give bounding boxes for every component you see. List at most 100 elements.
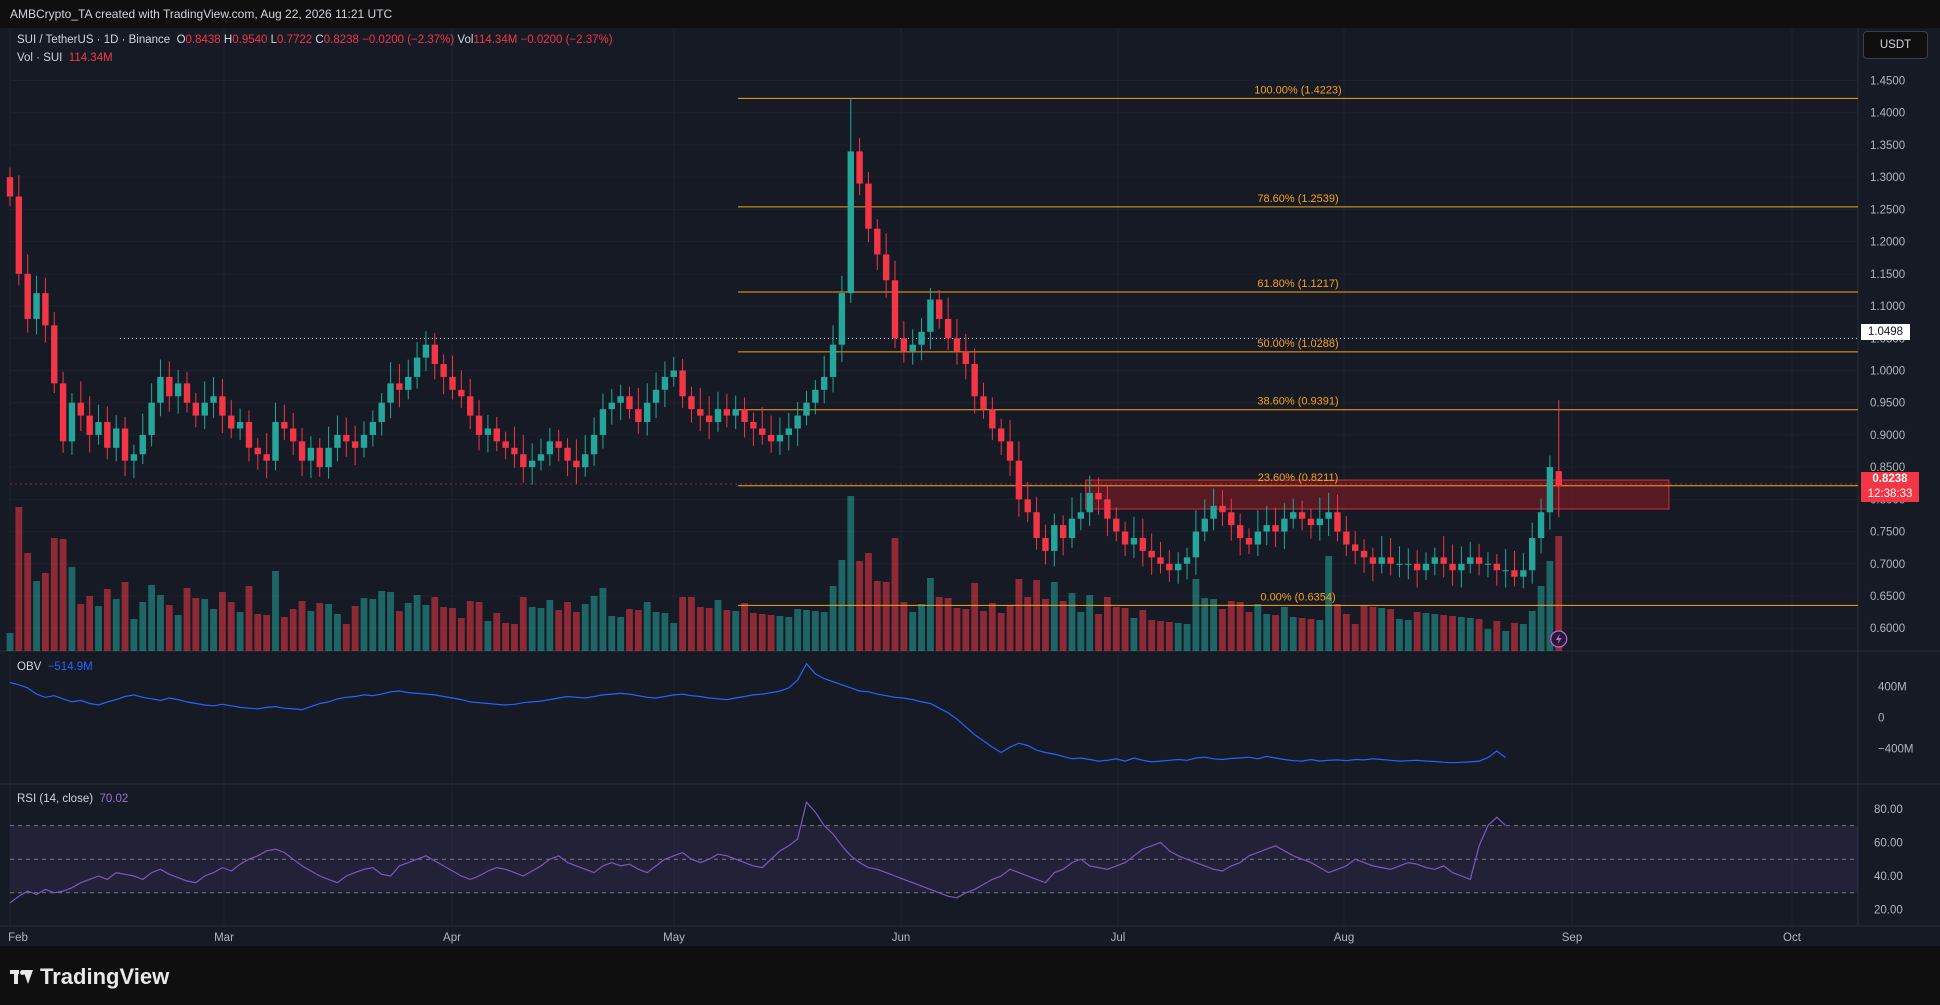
currency-button[interactable]: USDT <box>1863 31 1928 59</box>
candle-body <box>838 293 846 345</box>
candle-body <box>1254 531 1262 545</box>
volume-bar <box>944 598 952 651</box>
volume-bar <box>865 553 872 651</box>
candle-body <box>537 454 545 461</box>
candle-body <box>520 454 527 468</box>
volume-bar <box>139 602 147 651</box>
volume-bar <box>6 633 14 651</box>
candle-body <box>661 376 669 390</box>
chart-svg[interactable]: 1.4500 1.4000 1.3500 1.3000 1.2500 1.2000 1.15… <box>0 28 1940 946</box>
candle-body <box>351 441 359 448</box>
volume-bar <box>1502 631 1510 651</box>
volume-bar <box>466 601 474 651</box>
volume-bar <box>767 615 775 651</box>
candle-body <box>33 293 40 319</box>
candle-body <box>688 396 695 410</box>
volume-bar <box>112 599 120 651</box>
volume-bar <box>829 586 837 651</box>
rsi-axis-label: 20.00 <box>1874 905 1903 917</box>
candle-body <box>652 389 660 403</box>
candle-body <box>6 177 14 197</box>
candle-body <box>1555 471 1562 487</box>
volume-bar <box>1174 623 1182 651</box>
legend-symbol[interactable]: SUI / TetherUS · 1D · Binance <box>17 34 171 46</box>
candle-body <box>927 299 934 332</box>
price-axis-label: 1.1500 <box>1870 269 1905 281</box>
volume-bar <box>68 567 76 651</box>
volume-bar <box>661 613 669 651</box>
volume-bar <box>626 609 633 651</box>
volume-bar <box>900 602 908 651</box>
volume-bar <box>157 595 164 651</box>
candle-body <box>396 383 403 390</box>
legend-vol-label: Vol <box>457 34 474 46</box>
candle-body <box>1104 499 1111 519</box>
candle-body <box>1263 525 1270 532</box>
fib-level-label: 100.00% (1.4223) <box>1254 84 1341 96</box>
candle-body <box>794 415 801 429</box>
bar-countdown: 12:38:33 <box>1867 488 1913 500</box>
candle-body <box>1396 563 1403 565</box>
rsi-label[interactable]: RSI (14, close) <box>17 793 94 805</box>
candle-body <box>113 428 120 448</box>
candle-body <box>1334 512 1341 532</box>
candle-body <box>24 273 31 319</box>
candle-body <box>387 383 394 403</box>
candle-body <box>1201 518 1208 532</box>
volume-bar <box>1493 621 1501 651</box>
candle-body <box>705 415 713 423</box>
candle-body <box>1245 538 1253 545</box>
volume-bar <box>148 585 155 651</box>
candle-body <box>360 434 368 448</box>
volume-bar <box>1245 612 1253 651</box>
rsi-value: 70.02 <box>99 793 129 805</box>
price-axis-label: 0.8500 <box>1870 462 1905 474</box>
top-bar: AMBCrypto_TA created with TradingView.co… <box>0 0 1940 28</box>
volume-bar <box>997 613 1005 651</box>
volume-bar <box>440 607 448 651</box>
candle-body <box>192 402 200 416</box>
volume-bar <box>1378 608 1386 651</box>
volume-bar <box>794 609 802 651</box>
volume-bar <box>121 582 129 651</box>
candle-body <box>936 299 943 319</box>
candle-body <box>1484 563 1492 565</box>
volume-bar <box>1219 609 1226 651</box>
vol-series-value: 114.34M <box>68 52 113 64</box>
candle-body <box>236 422 244 429</box>
vol-series-label[interactable]: Vol · SUI <box>17 52 63 64</box>
candle-body <box>812 389 819 403</box>
volume-bar <box>1484 629 1492 651</box>
volume-bar <box>1422 613 1430 651</box>
candle-body <box>900 338 908 352</box>
lightning-icon <box>1555 634 1562 644</box>
obv-label[interactable]: OBV <box>17 661 42 673</box>
candle-body <box>1467 557 1474 564</box>
candle-body <box>874 228 881 255</box>
resistance-zone <box>1085 479 1670 510</box>
candle-body <box>511 447 518 455</box>
volume-bar <box>1077 612 1085 651</box>
candle-body <box>290 428 297 442</box>
volume-bar <box>1342 614 1350 651</box>
candle-body <box>254 447 261 455</box>
candle-body <box>1405 563 1412 565</box>
candle-body <box>546 441 554 455</box>
footer: TradingView <box>0 946 1940 1005</box>
volume-bar <box>33 581 40 651</box>
candle-body <box>148 402 155 435</box>
candle-body <box>422 344 430 358</box>
obv-axis-label: 0 <box>1878 713 1884 725</box>
volume-bar <box>1042 599 1049 651</box>
volume-bar <box>1192 579 1200 651</box>
volume-bar <box>502 623 509 651</box>
volume-bar <box>1112 607 1120 651</box>
price-axis-label: 1.1000 <box>1870 301 1905 313</box>
time-axis-label: Feb <box>8 932 28 944</box>
volume-bar <box>263 615 271 651</box>
volume-bar <box>643 602 651 651</box>
time-axis-label: Oct <box>1783 932 1802 944</box>
volume-bar <box>1157 621 1164 651</box>
tradingview-logo[interactable]: TradingView <box>10 964 169 990</box>
candle-body <box>1024 499 1031 513</box>
